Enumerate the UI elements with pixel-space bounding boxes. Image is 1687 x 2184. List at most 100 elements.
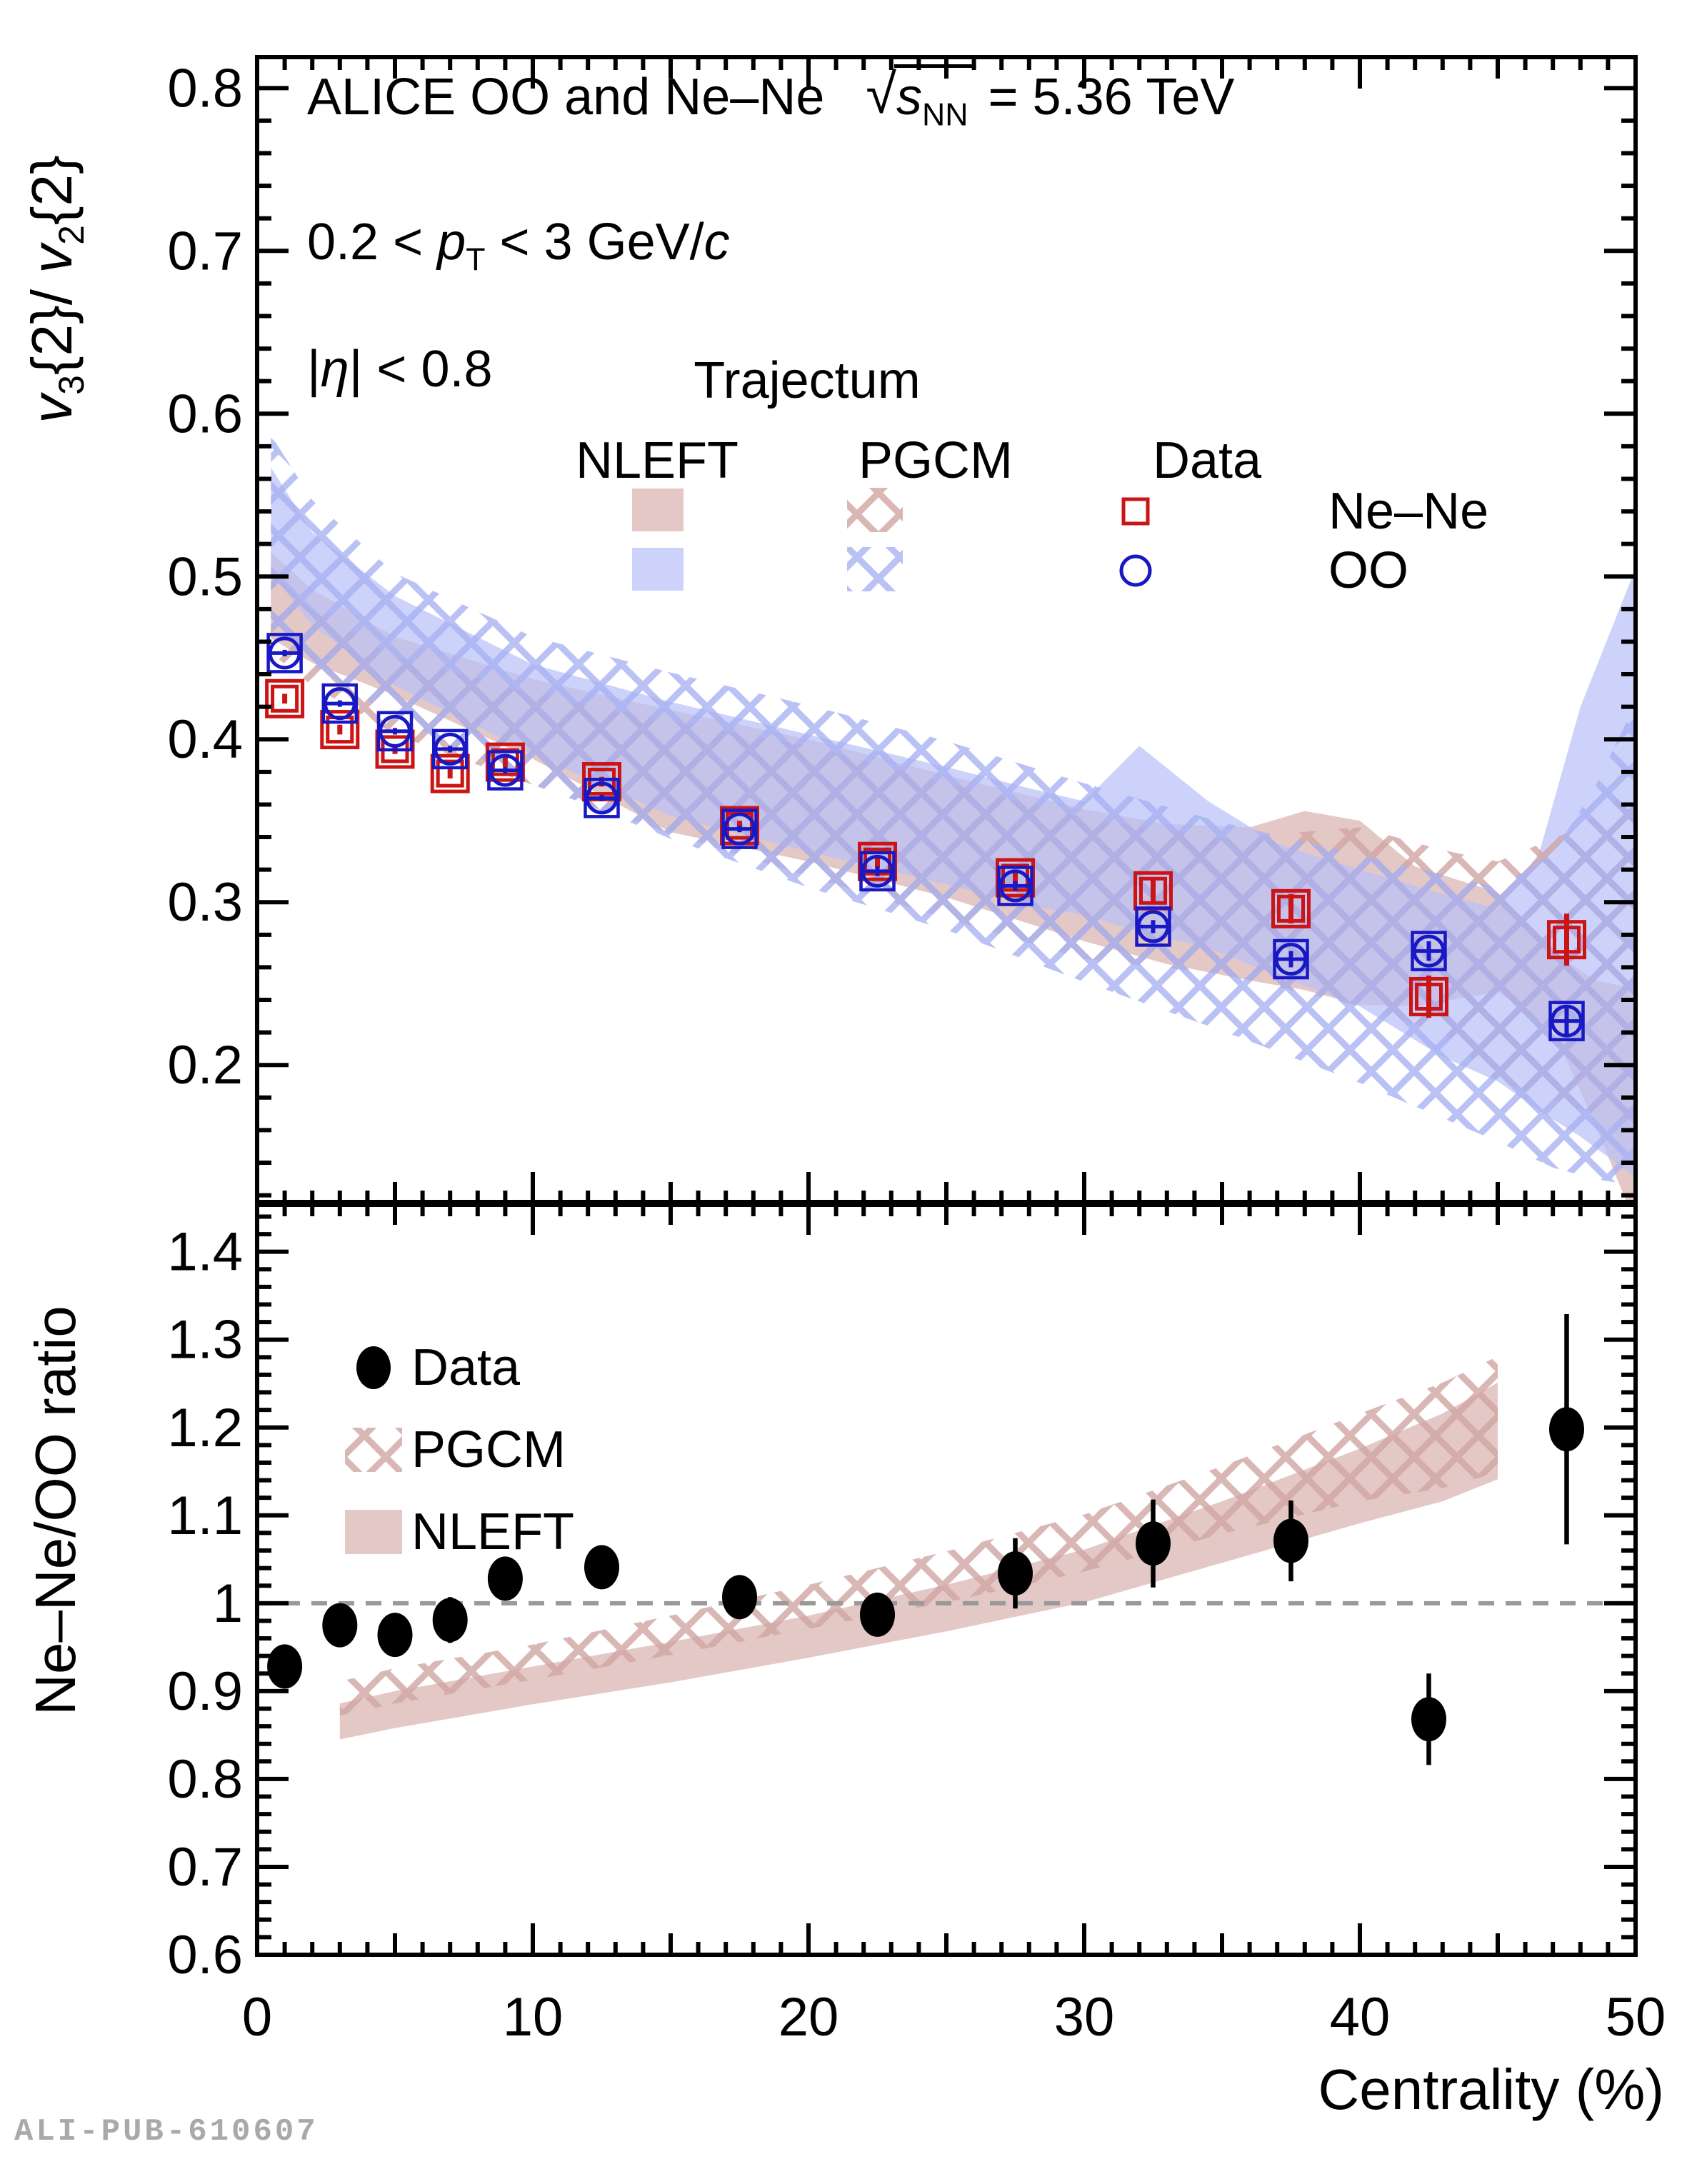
- x-tick-label: 20: [779, 1987, 839, 2048]
- nene-open-square-marker: [588, 768, 616, 796]
- marker-ratio-data: [1549, 1314, 1584, 1545]
- legend-swatch-ratio-pgcm: [345, 1428, 402, 1472]
- oo-open-circle-marker: [323, 687, 356, 721]
- sqrt-icon: √: [866, 64, 897, 125]
- top-y-tick-label: 0.3: [167, 872, 243, 933]
- bottom-y-tick-label: 0.8: [167, 1749, 243, 1810]
- ratio-filled-circle-marker: [860, 1592, 895, 1637]
- top-y-tick-label: 0.6: [167, 384, 243, 444]
- marker-nene: [1409, 975, 1448, 1018]
- top-y-tick-label: 0.8: [167, 58, 243, 119]
- nene-open-square-marker: [1415, 982, 1443, 1011]
- band-pgcm: [339, 1356, 1498, 1716]
- ratio-filled-circle-marker: [267, 1644, 303, 1689]
- legend-swatch-pgcm-oo: [847, 547, 903, 591]
- nene-syst-box: [1409, 976, 1448, 1016]
- bottom-y-tick-label: 1: [213, 1573, 243, 1634]
- oo-open-circle-marker: [379, 714, 411, 748]
- ratio-filled-circle-marker: [377, 1613, 413, 1658]
- legend-column-pgcm: PGCM: [858, 432, 1013, 489]
- x-tick-label: 30: [1054, 1987, 1115, 2048]
- oo-open-circle-marker: [723, 812, 756, 846]
- nene-syst-box: [1547, 920, 1586, 960]
- top-y-tick-label: 0.7: [167, 221, 243, 281]
- nene-open-square-marker: [1139, 876, 1167, 905]
- ratio-filled-circle-marker: [322, 1603, 358, 1648]
- nene-syst-box: [430, 753, 470, 793]
- top-panel-bands: [271, 434, 1636, 1203]
- pt-selection-label: 0.2 < pT < 3 GeV/c: [307, 214, 730, 278]
- ratio-filled-circle-marker: [1273, 1518, 1308, 1563]
- ratio-filled-circle-marker: [1411, 1697, 1446, 1742]
- marker-oo: [584, 778, 620, 818]
- marker-ratio-data: [1136, 1499, 1171, 1588]
- marker-oo: [1411, 931, 1447, 971]
- marker-oo: [1548, 1001, 1585, 1041]
- bottom-y-tick-label: 1.4: [167, 1222, 243, 1283]
- legend-row-oo-label: OO: [1328, 542, 1409, 599]
- marker-ratio-data: [322, 1603, 358, 1648]
- bottom-panel-bands: [339, 1356, 1498, 1740]
- oo-open-circle-marker: [1274, 943, 1308, 976]
- bottom-y-axis-title: Ne–Ne/OO ratio: [24, 1306, 87, 1715]
- watermark: ALI-PUB-610607: [14, 2114, 319, 2150]
- marker-nene: [320, 710, 360, 750]
- oo-open-circle-marker: [489, 753, 522, 787]
- oo-open-circle-marker: [1550, 1004, 1583, 1038]
- ratio-legend-data-label: Data: [411, 1339, 521, 1396]
- plot-title: ALICE OO and Ne–Ne √sNN = 5.36 TeV: [307, 64, 1235, 133]
- marker-ratio-data: [584, 1545, 619, 1590]
- x-tick-label: 10: [503, 1987, 564, 2048]
- x-tick-label: 50: [1606, 1987, 1666, 2048]
- legend-swatch-nleft-nene: [632, 489, 684, 531]
- oo-open-circle-marker: [585, 781, 619, 815]
- bottom-legend-swatches: [345, 1346, 402, 1554]
- marker-ratio-data: [998, 1538, 1033, 1609]
- ratio-filled-circle-marker: [998, 1551, 1033, 1596]
- ratio-legend-nleft-label: NLEFT: [411, 1503, 575, 1561]
- marker-oo: [997, 866, 1033, 906]
- ratio-legend-pgcm-label: PGCM: [411, 1421, 566, 1478]
- nene-open-square-marker: [271, 684, 299, 713]
- top-y-axis-title: v3{2}/ v2{2}: [20, 155, 91, 424]
- legend-column-data: Data: [1152, 432, 1262, 489]
- marker-oo: [376, 711, 414, 752]
- marker-ratio-data: [487, 1556, 523, 1601]
- band-pgcm-oo: [271, 434, 1636, 1186]
- energy-label: √sNN = 5.36 TeV: [866, 64, 1235, 133]
- marker-oo: [721, 808, 758, 849]
- marker-ratio-data: [860, 1592, 895, 1637]
- marker-ratio-data: [267, 1644, 303, 1689]
- ratio-filled-circle-marker: [1136, 1521, 1171, 1566]
- legend-row-nene-label: Ne–Ne: [1328, 483, 1489, 540]
- legend-marker-oo: [1119, 554, 1152, 587]
- top-y-tick-label: 0.4: [167, 709, 243, 770]
- marker-oo: [487, 750, 524, 791]
- oo-open-circle-marker: [268, 636, 301, 670]
- bottom-y-tick-label: 0.6: [167, 1925, 243, 1985]
- marker-nene: [1547, 913, 1586, 966]
- nene-syst-box: [265, 678, 305, 718]
- tick-labels: 0.2 0.3 0.4 0.5 0.6 0.7 0.8 0.6 0.7 0.8 0.9 1 1.1 1.2…: [167, 58, 1666, 2048]
- eta-selection-label: |η| < 0.8: [307, 341, 493, 398]
- nene-syst-box: [320, 710, 360, 750]
- marker-oo: [1135, 906, 1171, 947]
- oo-open-circle-marker: [1412, 934, 1446, 968]
- nene-open-square-marker: [1553, 926, 1581, 954]
- axes-ticks: [255, 57, 1638, 1957]
- legend-column-nleft: NLEFT: [575, 432, 739, 489]
- bottom-y-tick-label: 1.2: [167, 1398, 243, 1458]
- bottom-y-tick-label: 0.9: [167, 1661, 243, 1722]
- marker-ratio-data: [1411, 1673, 1446, 1765]
- bottom-panel-markers: [267, 1314, 1584, 1765]
- legend-swatch-pgcm-nene: [847, 488, 903, 532]
- top-y-tick-label: 0.2: [167, 1035, 243, 1096]
- ratio-filled-circle-marker: [1549, 1407, 1584, 1452]
- x-tick-label: 0: [242, 1987, 272, 2048]
- legend-swatch-ratio-nleft: [345, 1510, 402, 1554]
- marker-ratio-data: [722, 1575, 757, 1620]
- marker-oo: [431, 728, 469, 770]
- marker-nene: [1133, 871, 1173, 911]
- marker-nene: [430, 753, 470, 793]
